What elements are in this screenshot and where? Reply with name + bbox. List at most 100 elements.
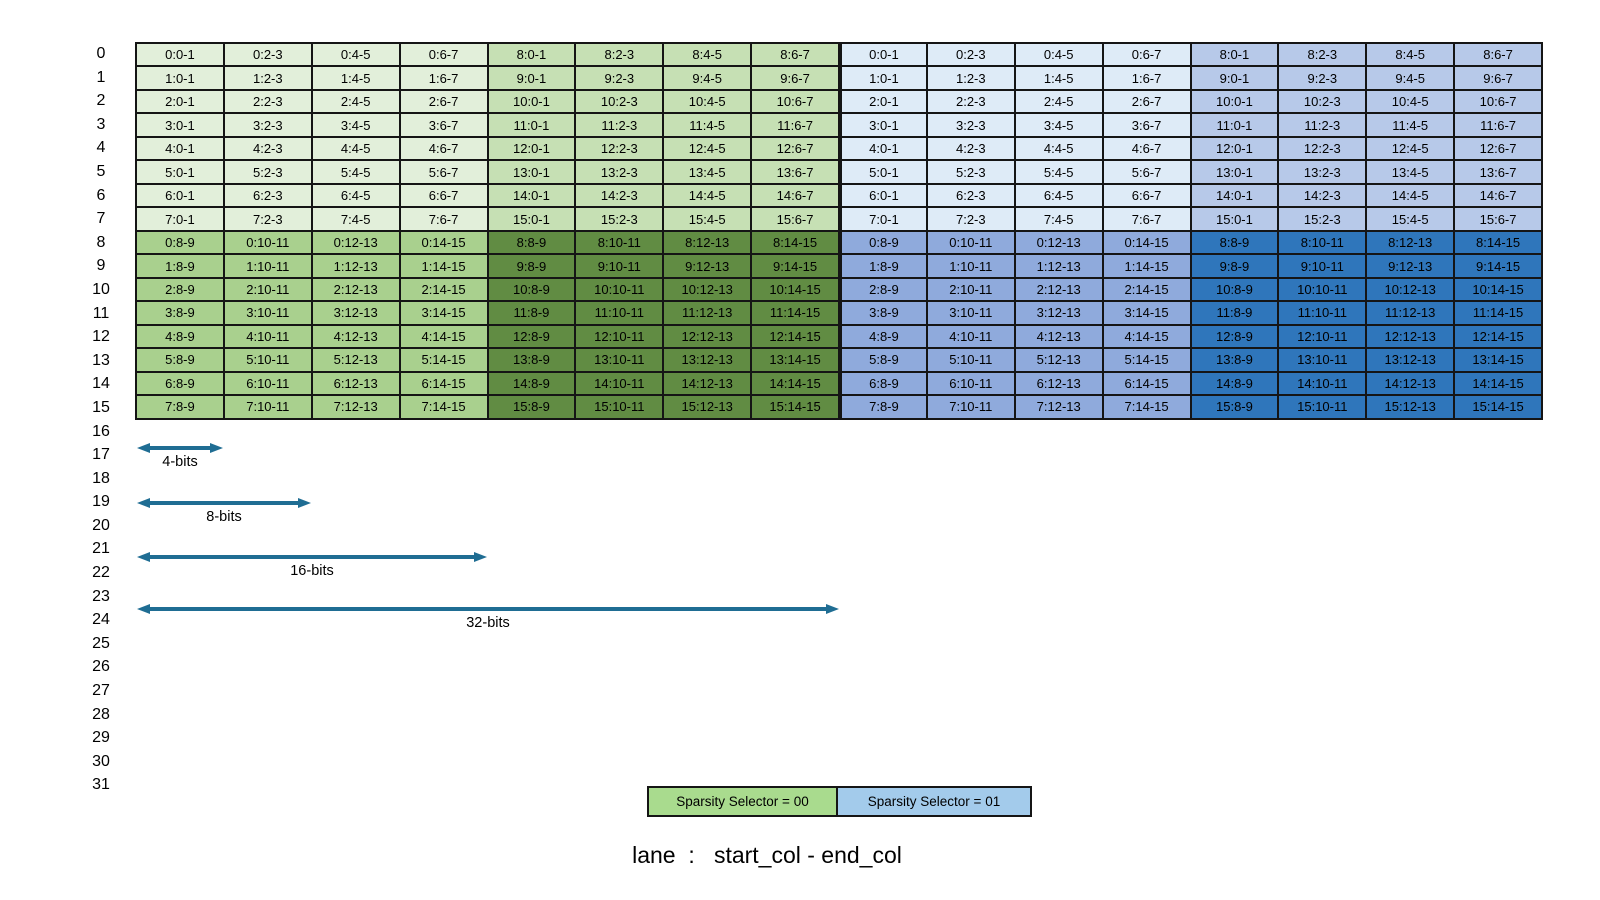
grid-cell: 2:2-3	[223, 89, 312, 114]
grid-cell: 0:6-7	[399, 43, 488, 67]
grid-cell: 7:10-11	[223, 395, 312, 419]
grid-cell: 11:0-1	[487, 113, 576, 137]
grid-cell: 11:10-11	[1278, 301, 1367, 325]
grid-cell: 10:2-3	[575, 89, 664, 114]
row-index-label: 14	[92, 375, 110, 393]
grid-cell: 8:8-9	[1190, 230, 1279, 255]
grid-cell: 1:14-15	[399, 254, 488, 278]
bit-span-arrow	[137, 442, 223, 454]
grid-cell: 6:14-15	[1102, 371, 1191, 396]
grid-cell: 10:10-11	[1278, 277, 1367, 302]
grid-cell: 13:0-1	[1190, 160, 1279, 184]
grid-cell: 1:6-7	[399, 66, 488, 90]
grid-cell: 13:2-3	[575, 160, 664, 184]
grid-cell: 15:6-7	[751, 207, 839, 231]
grid-cell: 13:10-11	[1278, 348, 1367, 372]
grid-cell: 4:6-7	[1102, 136, 1191, 161]
grid-cell: 3:6-7	[399, 113, 488, 137]
grid-cell: 14:4-5	[1366, 183, 1455, 208]
grid-cell: 9:10-11	[575, 254, 664, 278]
grid-cell: 7:4-5	[311, 207, 400, 231]
grid-cell: 7:6-7	[1102, 207, 1191, 231]
grid-cell: 9:2-3	[1278, 66, 1367, 90]
grid-cell: 3:2-3	[926, 113, 1015, 137]
grid-cell: 8:0-1	[487, 43, 576, 67]
lane-mapping-grid: 0:0-1 0:2-3 0:4-5 0:6-7 8:0-1 8:2-3 8:4-5 8:6-7…	[135, 42, 1543, 420]
grid-cell: 14:14-15	[1454, 371, 1542, 396]
grid-cell: 5:10-11	[223, 348, 312, 372]
grid-cell: 4:14-15	[399, 324, 488, 349]
grid-cell: 15:14-15	[1454, 395, 1542, 419]
row-index-label: 3	[96, 115, 106, 133]
grid-cell: 10:12-13	[663, 277, 752, 302]
row-index-label: 2	[96, 92, 106, 110]
grid-cell: 8:14-15	[751, 230, 839, 255]
grid-cell: 11:2-3	[1278, 113, 1367, 137]
grid-cell: 2:6-7	[1102, 89, 1191, 114]
row-index-label: 13	[92, 351, 110, 369]
grid-cell: 10:4-5	[1366, 89, 1455, 114]
bit-span-arrow	[137, 551, 487, 563]
row-index-label: 18	[92, 469, 110, 487]
grid-cell: 11:8-9	[1190, 301, 1279, 325]
grid-cell: 14:0-1	[487, 183, 576, 208]
grid-cell: 3:8-9	[136, 301, 224, 325]
grid-cell: 12:8-9	[487, 324, 576, 349]
grid-cell: 12:4-5	[663, 136, 752, 161]
grid-cell: 3:2-3	[223, 113, 312, 137]
grid-cell: 1:4-5	[311, 66, 400, 90]
grid-cell: 2:0-1	[136, 89, 224, 114]
grid-cell: 10:4-5	[663, 89, 752, 114]
bit-span-label: 32-bits	[466, 615, 510, 631]
grid-cell: 12:14-15	[1454, 324, 1542, 349]
row-index-label: 20	[92, 516, 110, 534]
grid-cell: 10:6-7	[1454, 89, 1542, 114]
grid-cell: 13:2-3	[1278, 160, 1367, 184]
grid-cell: 12:10-11	[575, 324, 664, 349]
grid-cell: 4:4-5	[1014, 136, 1103, 161]
grid-cell: 9:4-5	[1366, 66, 1455, 90]
grid-cell: 5:4-5	[1014, 160, 1103, 184]
grid-cell: 4:0-1	[839, 136, 927, 161]
grid-cell: 3:8-9	[839, 301, 927, 325]
grid-cell: 0:10-11	[223, 230, 312, 255]
row-index-label: 31	[92, 776, 110, 794]
grid-cell: 6:2-3	[926, 183, 1015, 208]
grid-cell: 9:4-5	[663, 66, 752, 90]
grid-cell: 14:12-13	[1366, 371, 1455, 396]
grid-cell: 6:8-9	[839, 371, 927, 396]
grid-cell: 14:12-13	[663, 371, 752, 396]
grid-cell: 11:10-11	[575, 301, 664, 325]
grid-cell: 0:12-13	[311, 230, 400, 255]
grid-cell: 5:6-7	[399, 160, 488, 184]
grid-cell: 10:8-9	[1190, 277, 1279, 302]
grid-cell: 10:8-9	[487, 277, 576, 302]
grid-cell: 6:14-15	[399, 371, 488, 396]
grid-cell: 1:0-1	[839, 66, 927, 90]
grid-cell: 15:6-7	[1454, 207, 1542, 231]
grid-cell: 14:10-11	[1278, 371, 1367, 396]
grid-cell: 3:4-5	[311, 113, 400, 137]
row-index-label: 19	[92, 493, 110, 511]
grid-cell: 4:12-13	[1014, 324, 1103, 349]
grid-cell: 9:0-1	[487, 66, 576, 90]
grid-cell: 11:8-9	[487, 301, 576, 325]
grid-cell: 14:8-9	[1190, 371, 1279, 396]
grid-cell: 13:4-5	[663, 160, 752, 184]
grid-cell: 5:4-5	[311, 160, 400, 184]
row-index-label: 17	[92, 446, 110, 464]
grid-cell: 6:4-5	[311, 183, 400, 208]
grid-cell: 2:12-13	[1014, 277, 1103, 302]
grid-cell: 15:14-15	[751, 395, 839, 419]
grid-cell: 5:14-15	[1102, 348, 1191, 372]
grid-cell: 5:10-11	[926, 348, 1015, 372]
right-arrowhead-icon	[210, 442, 223, 453]
grid-cell: 15:8-9	[487, 395, 576, 419]
grid-cell: 3:14-15	[1102, 301, 1191, 325]
grid-cell: 6:0-1	[839, 183, 927, 208]
grid-cell: 3:6-7	[1102, 113, 1191, 137]
grid-cell: 2:8-9	[136, 277, 224, 302]
grid-cell: 1:12-13	[311, 254, 400, 278]
grid-cell: 11:4-5	[1366, 113, 1455, 137]
